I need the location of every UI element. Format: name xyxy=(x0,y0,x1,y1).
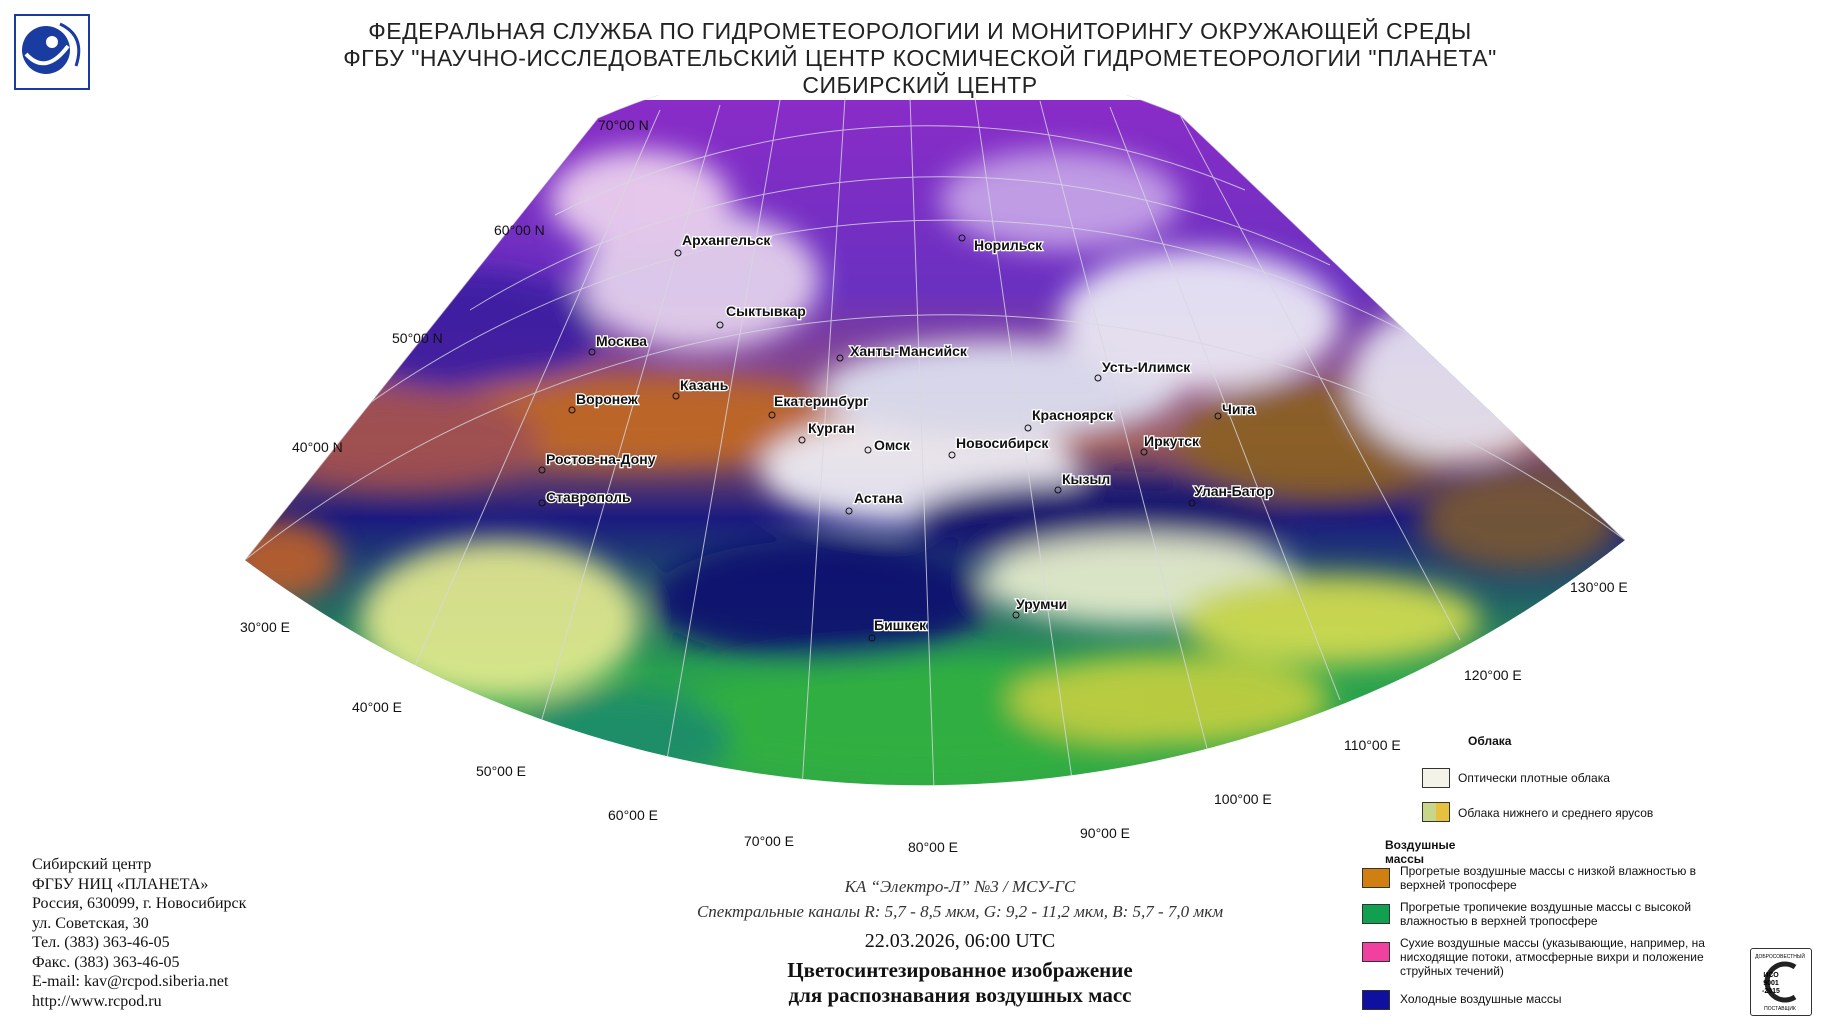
city-markers: Архангельск Норильск Сыктывкар Москва Ха… xyxy=(538,231,1275,642)
city-ekaterinburg: Екатеринбург xyxy=(774,393,869,409)
contact-line: ФГБУ НИЦ «ПЛАНЕТА» xyxy=(32,875,209,893)
contact-line: Сибирский центр xyxy=(32,856,152,873)
legend-clouds-title: Облака xyxy=(1468,734,1512,748)
channels-caption: Спектральные каналы R: 5,7 - 8,5 мкм, G:… xyxy=(696,902,1224,921)
city-kurgan: Курган xyxy=(808,420,855,436)
legend-warm-wet: Прогретые тропичекие воздушные массы с в… xyxy=(1400,900,1692,928)
city-kyzyl: Кызыл xyxy=(1062,471,1110,487)
lat-label-50: 50°00 N xyxy=(392,330,443,346)
city-krasnoyarsk: Красноярск xyxy=(1032,407,1114,423)
city-ust-ilimsk: Усть-Илимск xyxy=(1102,359,1191,375)
city-urumqi: Урумчи xyxy=(1016,596,1067,612)
lon-label-40: 40°00 E xyxy=(352,699,402,715)
lon-label-130: 130°00 E xyxy=(1570,579,1628,595)
lat-label-70: 70°00 N xyxy=(598,117,649,133)
satellite-caption: КА “Электро-Л” №3 / МСУ-ГС xyxy=(844,877,1076,896)
contact-website[interactable]: http://www.rcpod.ru xyxy=(32,992,162,1010)
iso-certification-badge: ДОБРОСОВЕСТНЫЙ ИСО 9001 -2015 ПОСТАВЩИК xyxy=(1750,948,1812,1016)
city-khanty-mansiysk: Ханты-Мансийск xyxy=(850,343,968,359)
lon-label-80: 80°00 E xyxy=(908,839,958,855)
city-arkhangelsk: Архангельск xyxy=(682,232,771,248)
legend-warm-dry: Прогретые воздушные массы с низкой влажн… xyxy=(1400,864,1697,892)
planeta-logo-icon xyxy=(22,22,81,74)
city-rostov: Ростов-на-Дону xyxy=(546,451,656,467)
city-syktyvkar: Сыктывкар xyxy=(726,303,806,319)
lon-label-30: 30°00 E xyxy=(240,619,290,635)
lon-label-70: 70°00 E xyxy=(744,833,794,849)
legend-dense-clouds: Оптически плотные облака xyxy=(1458,771,1610,785)
legend-swatch-warm-wet xyxy=(1362,904,1390,924)
lon-label-120: 120°00 E xyxy=(1464,667,1522,683)
header-line-1: ФЕДЕРАЛЬНАЯ СЛУЖБА ПО ГИДРОМЕТЕОРОЛОГИИ … xyxy=(368,18,1472,44)
legend-low-mid-clouds: Облака нижнего и среднего ярусов xyxy=(1458,806,1654,820)
city-voronezh: Воронеж xyxy=(576,391,639,407)
lon-label-110: 110°00 E xyxy=(1344,737,1401,753)
legend-dry: Сухие воздушные массы (указывающие, напр… xyxy=(1400,936,1705,978)
city-chita: Чита xyxy=(1222,401,1255,417)
legend-swatch-dry xyxy=(1362,942,1390,962)
city-omsk: Омск xyxy=(874,437,911,453)
legend-swatch-dense xyxy=(1422,768,1450,788)
contact-block: Сибирский центр ФГБУ НИЦ «ПЛАНЕТА» Росси… xyxy=(32,855,246,1011)
header: ФЕДЕРАЛЬНАЯ СЛУЖБА ПО ГИДРОМЕТЕОРОЛОГИИ … xyxy=(0,18,1840,99)
iso-badge-icon: ДОБРОСОВЕСТНЫЙ ИСО 9001 -2015 ПОСТАВЩИК xyxy=(1755,952,1805,1012)
title-line-1: Цветосинтезированное изображение xyxy=(787,958,1133,982)
planeta-logo xyxy=(14,14,90,90)
city-astana: Астана xyxy=(854,490,903,506)
header-line-3: СИБИРСКИЙ ЦЕНТР xyxy=(802,72,1038,98)
legend-swatch-low-mid xyxy=(1422,802,1450,822)
contact-line: Россия, 630099, г. Новосибирск xyxy=(32,895,247,912)
city-bishkek: Бишкек xyxy=(874,617,927,633)
legend-cold: Холодные воздушные массы xyxy=(1400,992,1562,1006)
legend-swatch-warm-dry xyxy=(1362,868,1390,888)
city-kazan: Казань xyxy=(680,377,729,393)
legend-swatch-cold xyxy=(1362,990,1390,1010)
lon-label-50: 50°00 E xyxy=(476,763,526,779)
city-irkutsk: Иркутск xyxy=(1144,433,1200,449)
city-novosibirsk: Новосибирск xyxy=(956,435,1049,451)
badge-text: ДОБРОСОВЕСТНЫЙ xyxy=(1755,952,1805,960)
contact-line: Факс. (383) 363-46-05 xyxy=(32,953,180,971)
contact-line: ул. Советская, 30 xyxy=(32,914,149,932)
satellite-map: 70°00 N 60°00 N 50°00 N 40°00 N 30°00 E … xyxy=(240,95,1628,855)
title-line-2: для распознавания воздушных масс xyxy=(788,983,1132,1007)
city-moskva: Москва xyxy=(596,333,647,349)
city-ulan-bator: Улан-Батор xyxy=(1194,483,1273,499)
legend-air-title: Воздушные массы xyxy=(1385,838,1456,866)
header-line-2: ФГБУ "НАУЧНО-ИССЛЕДОВАТЕЛЬСКИЙ ЦЕНТР КОС… xyxy=(343,45,1497,71)
lat-label-60: 60°00 N xyxy=(494,222,545,238)
lon-label-60: 60°00 E xyxy=(608,807,658,823)
badge-text: ИСО xyxy=(1763,972,1779,979)
contact-line: Тел. (383) 363-46-05 xyxy=(32,934,170,951)
datetime-caption: 22.03.2026, 06:00 UTC xyxy=(864,930,1056,952)
badge-text: 9001 xyxy=(1763,980,1779,987)
contact-email[interactable]: E-mail: kav@rcpod.siberia.net xyxy=(32,973,229,990)
city-norilsk: Норильск xyxy=(974,237,1043,253)
badge-text: -2015 xyxy=(1762,988,1780,995)
badge-text: ПОСТАВЩИК xyxy=(1764,1006,1796,1012)
city-stavropol: Ставрополь xyxy=(546,489,631,505)
lon-label-90: 90°00 E xyxy=(1080,825,1130,841)
lat-label-40: 40°00 N xyxy=(292,439,343,455)
lon-label-100: 100°00 E xyxy=(1214,791,1272,807)
